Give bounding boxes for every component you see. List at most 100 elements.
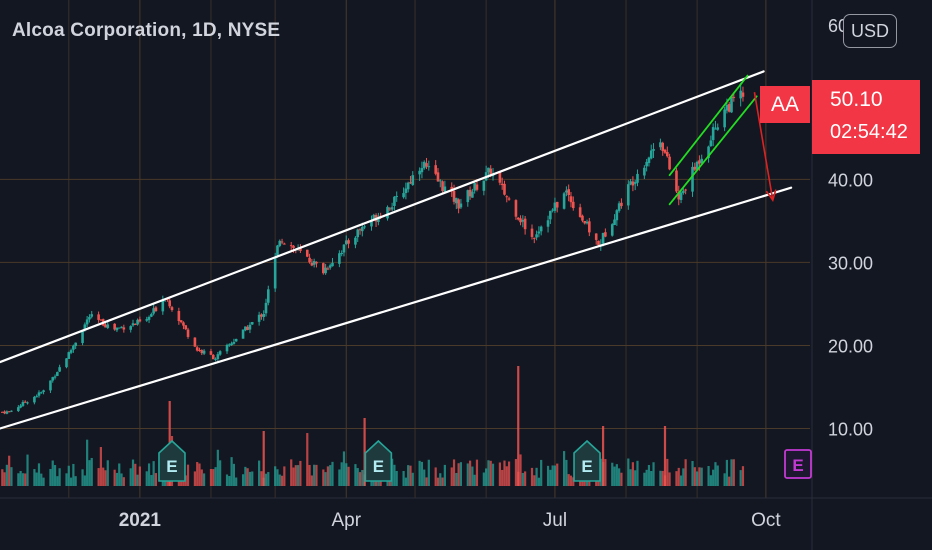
volume-bar [732,459,735,486]
volume-bar [707,465,710,486]
bar-countdown: 02:54:42 [830,121,908,143]
volume-bar [244,466,247,486]
candle-body [571,201,575,209]
earnings-e-icon[interactable]: E [364,439,393,482]
volume-bar [482,472,485,486]
candle-body [503,183,506,195]
channel-lower-line[interactable] [0,186,793,430]
candle-body [3,411,6,414]
volume-bar [19,471,22,486]
volume-bar [620,472,623,486]
candle-body [475,184,479,190]
volume-bar [507,461,511,486]
candle-body [310,263,314,266]
volume-bar [97,468,100,486]
volume-bar [627,458,630,486]
volume-bar [540,459,543,486]
volume-bar [675,471,678,486]
svg-text:E: E [581,457,592,476]
candle-body [707,146,710,158]
earnings-e-icon[interactable]: E [573,439,601,482]
volume-bar [618,468,621,486]
volume-bar [691,460,694,486]
volume-bar [154,473,158,486]
y-tick-label: 10.00 [828,419,873,439]
volume-bar [629,469,632,486]
candle-body [693,166,697,170]
candle-body [422,161,426,169]
candle-body [725,105,729,111]
earnings-e-future-icon[interactable]: E [784,449,812,479]
candle-body [7,411,11,413]
candle-body [67,352,71,359]
candle-body [521,220,525,222]
volume-bar [313,464,316,486]
volume-bar [322,469,325,486]
volume-bar [700,467,703,486]
candle-body [631,181,635,186]
volume-bar [636,460,639,486]
x-tick-label: Oct [751,510,781,531]
candle-body [583,220,587,224]
volume-bar [74,476,77,486]
candle-body [200,350,204,354]
x-tick-label: Apr [331,510,361,531]
svg-text:E: E [373,457,384,476]
volume-bar [134,463,137,486]
candle-body [629,181,632,185]
candle-body [709,140,713,147]
candle-body [597,240,600,246]
volume-bar [152,461,155,486]
candle-body [193,337,197,347]
svg-text:E: E [166,457,177,476]
volume-bar [276,469,279,486]
candle-body [356,229,360,238]
volume-bar [248,471,252,486]
volume-bar [395,471,398,486]
candle-body [388,208,392,210]
volume-bar [505,466,508,486]
candle-body [567,189,570,196]
candle-body [315,261,318,264]
candle-body [17,407,20,412]
volume-bar [613,466,616,486]
volume-bar [8,455,11,486]
volume-bar [258,460,261,486]
candle-body [340,252,343,255]
volume-bar [473,474,476,486]
volume-bar [647,464,651,486]
candle-body [668,156,671,170]
volume-bar [684,459,687,486]
candle-body [649,150,653,159]
volume-bar [666,458,669,486]
volume-bar [714,462,717,486]
candle-body [549,210,552,220]
candle-body [209,351,213,355]
volume-bar [661,470,664,486]
candle-body [402,193,405,198]
candle-body [700,158,703,164]
target-arrow-line[interactable] [753,92,774,201]
volume-bar [631,462,634,486]
volume-bar [324,472,327,486]
volume-bar [118,463,121,486]
wedge-upper-line[interactable] [668,74,749,177]
channel-upper-line[interactable] [0,70,765,364]
candle-body [154,307,158,312]
earnings-e-icon[interactable]: E [158,439,186,482]
candle-body [539,226,543,232]
candle-body [331,262,334,267]
volume-bar [297,465,300,486]
volume-bar [457,463,460,486]
currency-button[interactable]: USD [843,14,897,48]
volume-bar [196,462,199,486]
volume-bar [668,472,671,486]
volume-bar [452,459,456,486]
candle-body [133,324,137,326]
candle-body [530,228,534,237]
candle-body [182,322,185,326]
volume-bar [209,469,213,486]
wedge-lower-line[interactable] [668,95,758,206]
